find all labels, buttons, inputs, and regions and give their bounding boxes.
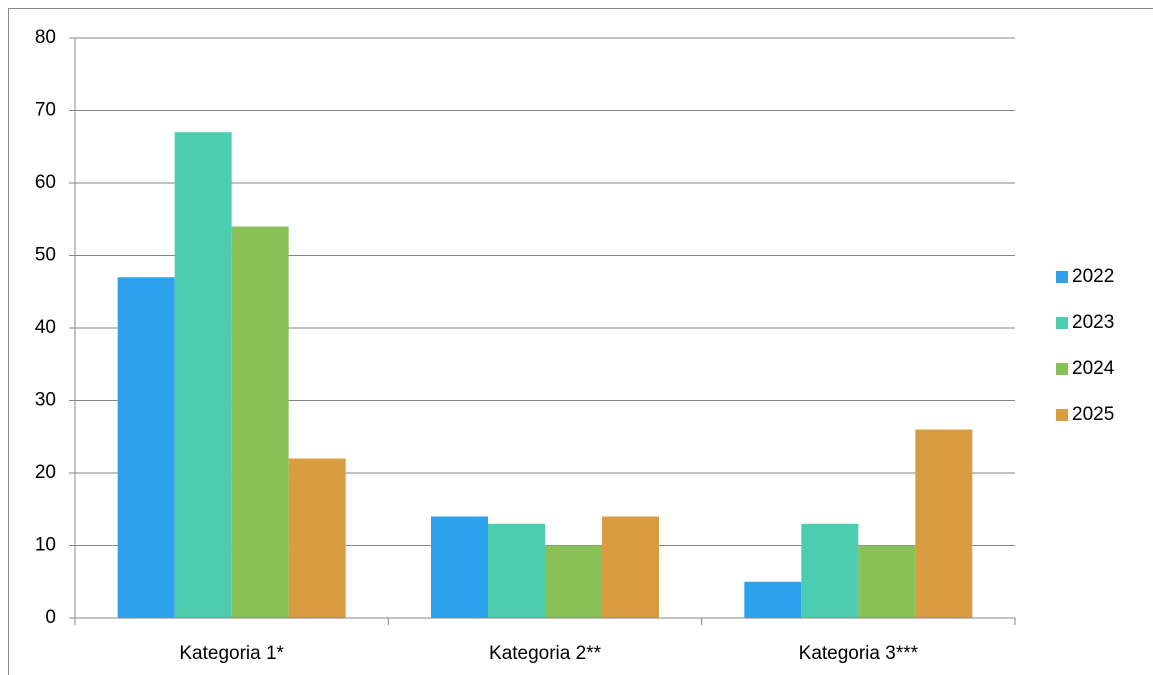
y-tick-label: 40 bbox=[35, 317, 56, 338]
chart-border bbox=[8, 8, 1153, 675]
bar bbox=[288, 458, 346, 618]
bar bbox=[488, 523, 545, 618]
y-tick-label: 80 bbox=[35, 27, 56, 48]
bar bbox=[117, 277, 175, 618]
bar bbox=[858, 545, 916, 618]
y-tick-label: 10 bbox=[35, 535, 56, 556]
x-tick-label: Kategoria 3*** bbox=[799, 643, 919, 664]
y-tick-label: 50 bbox=[35, 245, 56, 266]
legend-swatch bbox=[1056, 271, 1068, 283]
legend-label: 2025 bbox=[1072, 404, 1114, 425]
x-tick-label: Kategoria 1* bbox=[179, 643, 284, 664]
y-tick-label: 0 bbox=[45, 607, 56, 628]
bar bbox=[602, 516, 659, 618]
bar bbox=[545, 545, 602, 618]
y-tick-label: 20 bbox=[35, 462, 56, 483]
legend-swatch bbox=[1056, 363, 1068, 375]
legend-label: 2024 bbox=[1072, 358, 1115, 379]
y-tick-label: 60 bbox=[35, 172, 56, 193]
legend-swatch bbox=[1056, 317, 1068, 329]
bar bbox=[744, 581, 802, 618]
bar bbox=[174, 132, 232, 618]
legend-label: 2023 bbox=[1072, 312, 1114, 333]
bar bbox=[801, 523, 859, 618]
bar bbox=[431, 516, 488, 618]
bar bbox=[231, 226, 289, 618]
legend-swatch bbox=[1056, 409, 1068, 421]
y-tick-label: 30 bbox=[35, 390, 56, 411]
x-tick-label: Kategoria 2** bbox=[489, 643, 602, 664]
legend-label: 2022 bbox=[1072, 266, 1114, 287]
y-tick-label: 70 bbox=[35, 100, 56, 121]
bar bbox=[915, 429, 973, 618]
